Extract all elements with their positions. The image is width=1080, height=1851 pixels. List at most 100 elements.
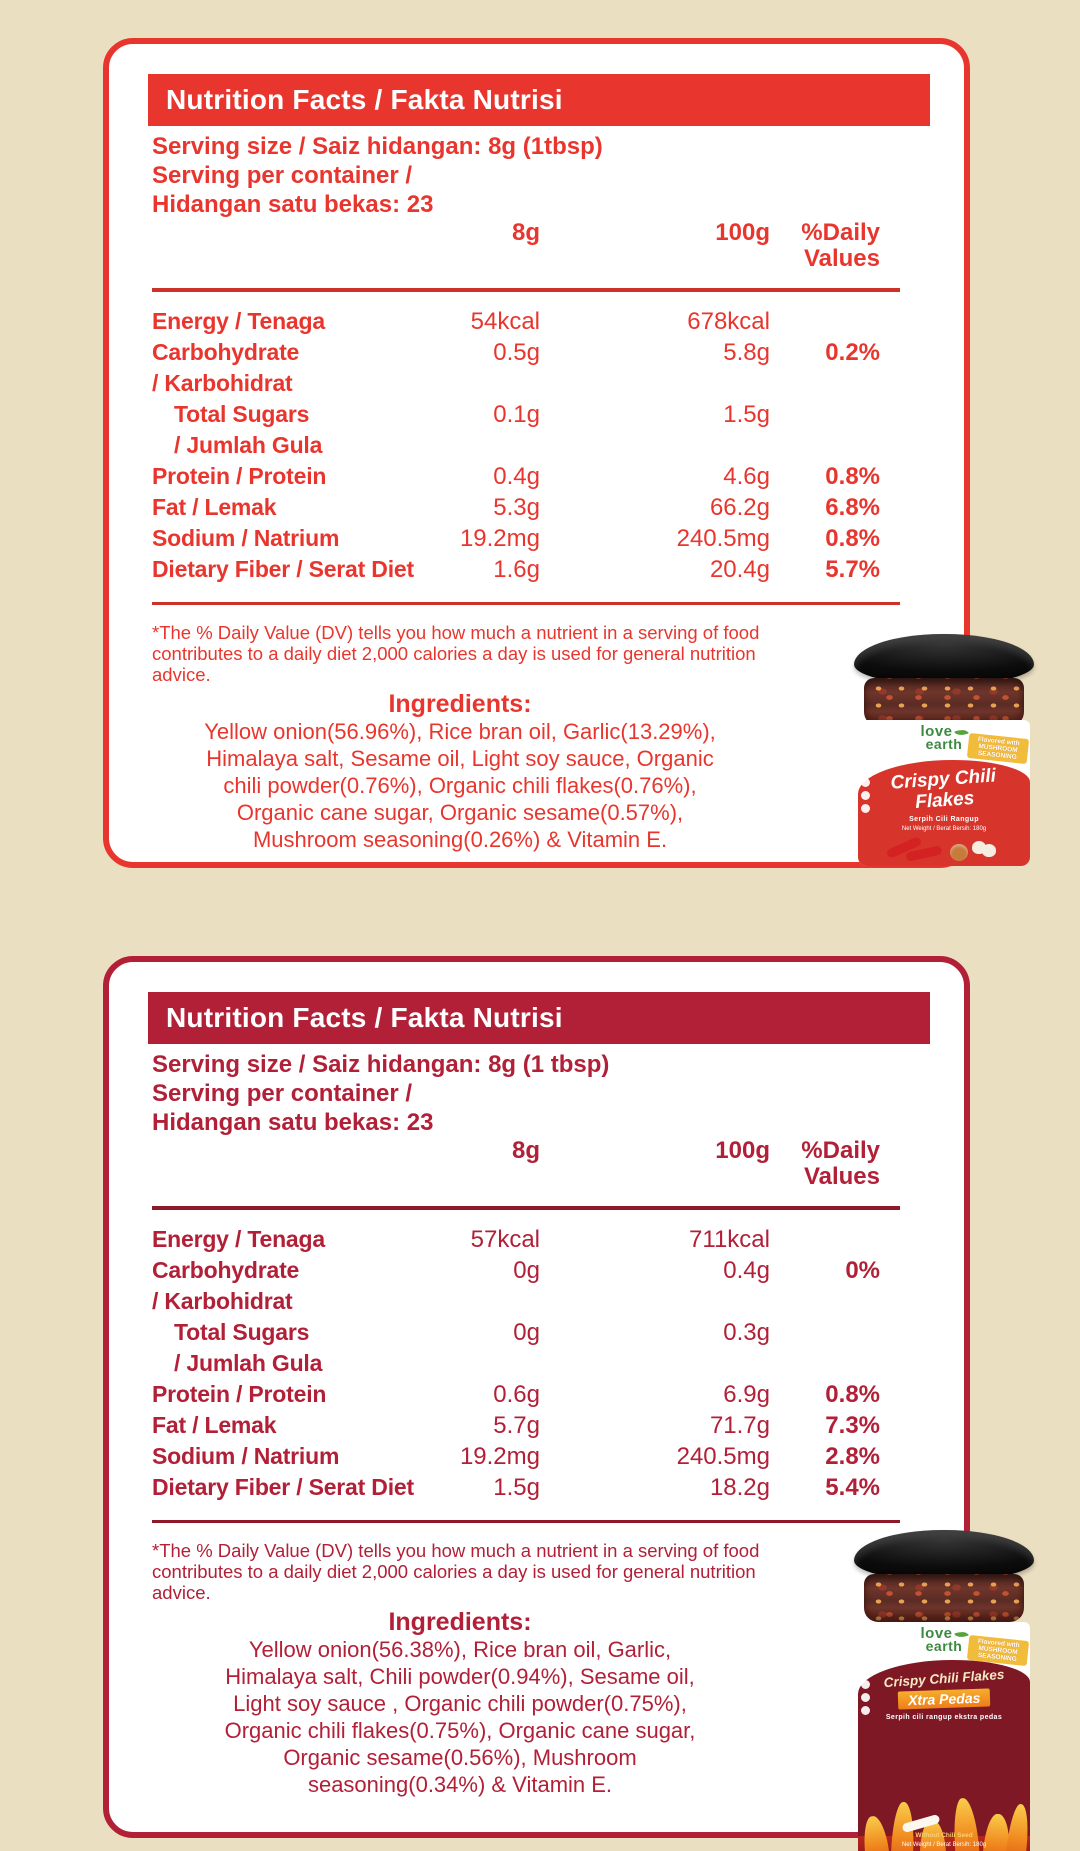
value-100g: 711kcal	[689, 1226, 770, 1253]
value-daily: 7.3%	[825, 1412, 880, 1439]
value-100g: 71.7g	[709, 1412, 770, 1439]
table-row-energy: Energy / Tenaga 57kcal 711kcal	[152, 1226, 770, 1253]
table-row-sodium: Sodium / Natrium 19.2mg 240.5mg 0.8%	[152, 523, 900, 554]
table-row-protein: Protein / Protein 0.6g 6.9g 0.8%	[152, 1379, 900, 1410]
value-8g: 57kcal	[470, 1226, 540, 1253]
panel-1-column-headers: 8g 100g %Daily Values	[152, 220, 900, 272]
love-earth-logo: love earth	[858, 1622, 1030, 1653]
product-title: Crispy Chili Flakes	[889, 765, 997, 814]
jar-chili-flakes-contents	[864, 1574, 1024, 1622]
without-chili-seed-note: Without Chili Seed	[915, 1832, 973, 1839]
daily-value-footnote: *The % Daily Value (DV) tells you how mu…	[152, 1540, 760, 1603]
value-daily: 5.7%	[825, 556, 880, 583]
col-header-8g: 8g	[511, 1137, 540, 1164]
value-8g: 5.3g	[493, 494, 540, 521]
col-header-daily-values: %Daily Values	[801, 1137, 880, 1190]
net-weight: Net Weight / Berat Bersih: 180g	[901, 826, 987, 832]
panel-2-title-banner: Nutrition Facts / Fakta Nutrisi	[148, 992, 930, 1044]
ingredients-list: Yellow onion(56.38%), Rice bran oil, Gar…	[224, 1637, 696, 1797]
value-8g: 0.5g	[493, 339, 540, 366]
value-100g: 5.8g	[723, 339, 770, 366]
table-bottom-divider	[152, 1520, 900, 1523]
jar-chili-flakes-contents	[864, 678, 1024, 726]
table-bottom-divider	[152, 602, 900, 605]
table-row-fat: Fat / Lemak 5.3g 66.2g 6.8%	[152, 492, 900, 523]
value-100g: 6.9g	[723, 1381, 770, 1408]
value-100g: 20.4g	[709, 556, 770, 583]
ingredients-heading: Ingredients:	[388, 690, 532, 718]
value-daily: 0.8%	[825, 463, 880, 490]
value-100g: 240.5mg	[676, 1443, 770, 1470]
value-daily: 0.8%	[825, 1381, 880, 1408]
col-header-100g: 100g	[715, 1137, 770, 1164]
value-8g: 54kcal	[470, 308, 540, 335]
value-100g: 240.5mg	[676, 525, 770, 552]
ingredients-list: Yellow onion(56.96%), Rice bran oil, Gar…	[204, 719, 716, 852]
panel-1-nutrition-table: Energy / Tenaga 54kcal 678kcal Carbohydr…	[152, 306, 900, 585]
header-divider	[152, 1206, 900, 1210]
jar-front-label: love earth Flavored with MUSHROOM SEASON…	[858, 1622, 1030, 1851]
value-8g: 0.1g	[493, 401, 540, 428]
table-row-carbohydrate: Carbohydrate / Karbohidrat 0.5g 5.8g 0.2%	[152, 337, 900, 399]
product-subtitle: Serpih cili rangup ekstra pedas	[885, 1714, 1003, 1721]
value-daily: 2.8%	[825, 1443, 880, 1470]
garlic-icon	[982, 844, 996, 857]
love-earth-logo: love earth	[858, 720, 1030, 751]
product-jar-crispy-chili-flakes-xtra-pedas: love earth Flavored with MUSHROOM SEASON…	[852, 1530, 1036, 1851]
chili-garlic-onion-art	[858, 830, 1030, 864]
value-8g: 0g	[513, 1257, 540, 1284]
col-header-100g: 100g	[715, 219, 770, 246]
table-row-total-sugars: Total Sugars / Jumlah Gula 0.1g 1.5g	[174, 401, 770, 458]
mushroom-seasoning-badge: Flavored with MUSHROOM SEASONING	[966, 732, 1030, 765]
value-8g: 0g	[513, 1319, 540, 1346]
serving-size-line: Serving size / Saiz hidangan: 8g (1tbsp)	[152, 133, 603, 160]
value-daily: 0.8%	[825, 525, 880, 552]
servings-count-line: Hidangan satu bekas: 23	[152, 191, 434, 218]
value-8g: 19.2mg	[459, 1443, 540, 1470]
value-daily: 0%	[845, 1257, 880, 1284]
value-8g: 1.6g	[493, 556, 540, 583]
panel-1-title-banner: Nutrition Facts / Fakta Nutrisi	[148, 74, 930, 126]
value-daily: 6.8%	[825, 494, 880, 521]
label-red-area: Crispy Chili Flakes Serpih Cili Rangup N…	[858, 760, 1030, 866]
value-8g: 0.4g	[493, 463, 540, 490]
onion-icon	[950, 844, 968, 861]
table-row-dietary-fiber: Dietary Fiber / Serat Diet 1.5g 18.2g 5.…	[152, 1472, 900, 1503]
value-100g: 18.2g	[709, 1474, 770, 1501]
col-header-8g: 8g	[511, 219, 540, 246]
daily-value-footnote: *The % Daily Value (DV) tells you how mu…	[152, 622, 760, 685]
table-row-protein: Protein / Protein 0.4g 4.6g 0.8%	[152, 461, 900, 492]
label-maroon-area: Crispy Chili Flakes Xtra Pedas Serpih ci…	[858, 1660, 1030, 1851]
value-8g: 1.5g	[493, 1474, 540, 1501]
table-row-energy: Energy / Tenaga 54kcal 678kcal	[152, 308, 770, 335]
panel-1-serving-info: Serving size / Saiz hidangan: 8g (1tbsp)…	[152, 132, 603, 219]
jar-front-label: love earth Flavored with MUSHROOM SEASON…	[858, 720, 1030, 866]
jar-lid	[854, 1530, 1034, 1580]
panel-2-title: Nutrition Facts / Fakta Nutrisi	[166, 1002, 563, 1033]
value-100g: 66.2g	[709, 494, 770, 521]
label-bottom-text: Without Chili Seed Net Weight / Berat Be…	[858, 1832, 1030, 1848]
serving-size-line: Serving size / Saiz hidangan: 8g (1 tbsp…	[152, 1051, 610, 1078]
product-subtitle: Serpih Cili Rangup	[909, 816, 979, 823]
table-row-carbohydrate: Carbohydrate / Karbohidrat 0g 0.4g 0%	[152, 1255, 900, 1317]
value-8g: 0.6g	[493, 1381, 540, 1408]
panel-2-serving-info: Serving size / Saiz hidangan: 8g (1 tbsp…	[152, 1050, 609, 1137]
value-100g: 678kcal	[687, 308, 770, 335]
panel-2-column-headers: 8g 100g %Daily Values	[152, 1138, 900, 1190]
serving-per-container-line: Serving per container /	[152, 162, 413, 189]
jar-lid	[854, 634, 1034, 684]
serving-per-container-line: Serving per container /	[152, 1080, 413, 1107]
value-100g: 1.5g	[723, 401, 770, 428]
table-row-sodium: Sodium / Natrium 19.2mg 240.5mg 2.8%	[152, 1441, 900, 1472]
value-8g: 19.2mg	[459, 525, 540, 552]
net-weight: Net Weight / Berat Bersih: 180g	[901, 1842, 987, 1848]
servings-count-line: Hidangan satu bekas: 23	[152, 1109, 434, 1136]
value-100g: 4.6g	[723, 463, 770, 490]
col-header-daily-values: %Daily Values	[801, 219, 880, 272]
certification-icons	[861, 1680, 870, 1719]
certification-icons	[861, 778, 870, 817]
nutrition-panel-1: Nutrition Facts / Fakta Nutrisi Serving …	[103, 38, 970, 868]
table-row-total-sugars: Total Sugars / Jumlah Gula 0g 0.3g	[174, 1319, 770, 1376]
panel-1-title: Nutrition Facts / Fakta Nutrisi	[166, 84, 563, 115]
